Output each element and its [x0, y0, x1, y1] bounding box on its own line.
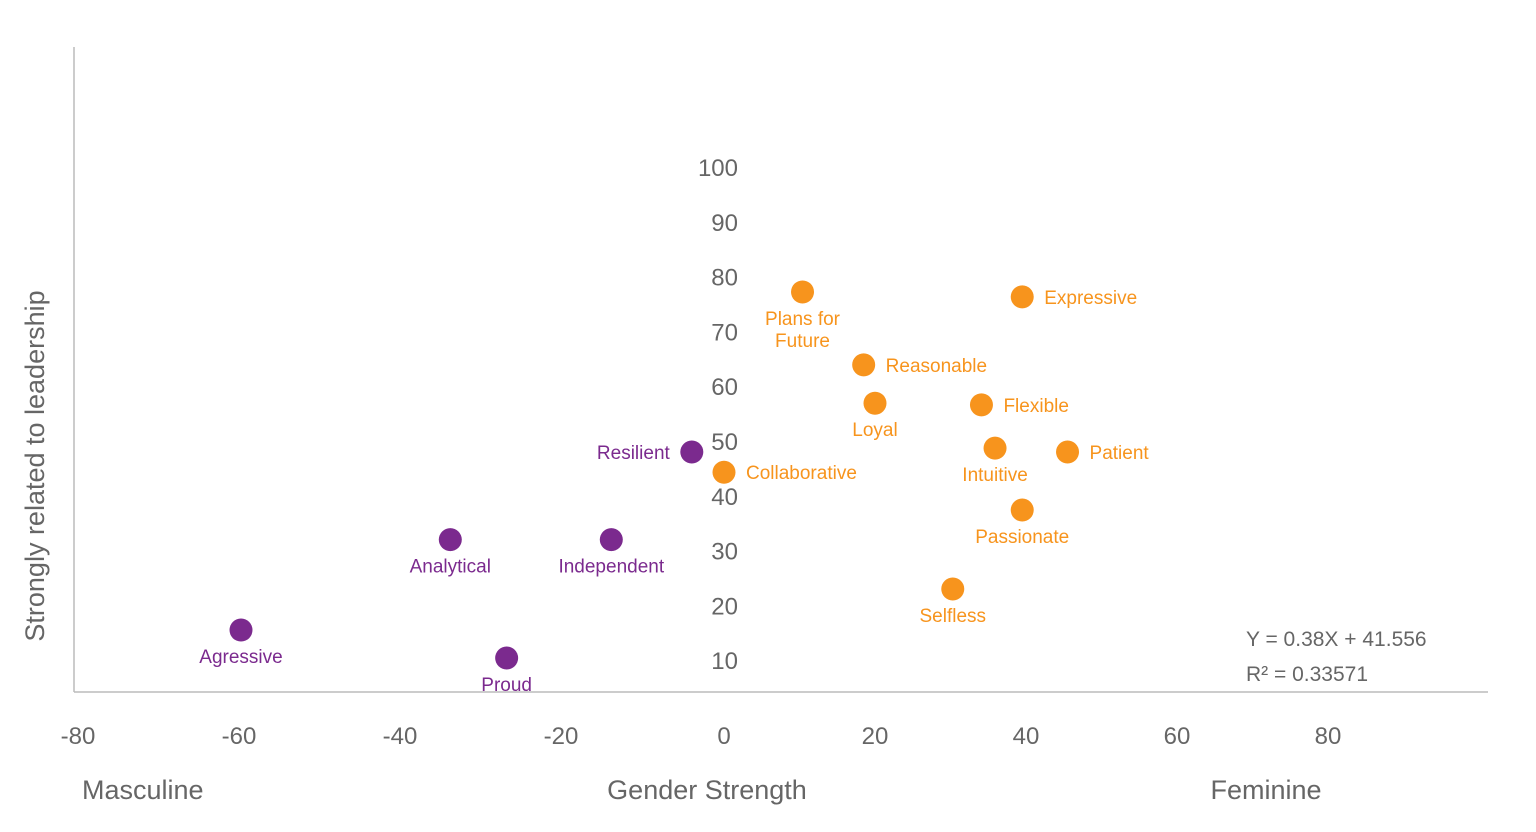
point-label: Patient: [1090, 443, 1150, 464]
data-point: Intuitive: [962, 436, 1028, 486]
y-tick-label: 20: [711, 593, 738, 620]
data-point: Analytical: [410, 528, 491, 578]
data-point: Plans for Future: [765, 280, 841, 352]
point-label: Reasonable: [886, 356, 987, 377]
x-tick-label: 60: [1164, 723, 1191, 750]
y-tick-label: 90: [711, 210, 738, 237]
data-point: Expressive: [1010, 285, 1137, 309]
x-tick-label: 0: [717, 723, 730, 750]
point-label: Flexible: [1003, 396, 1068, 417]
point-label: Analytical: [410, 557, 491, 578]
point-label: Passionate: [975, 527, 1069, 548]
point-marker: [852, 353, 876, 377]
y-axis-title: Strongly related to leadership: [20, 290, 50, 641]
point-marker: [495, 646, 519, 670]
point-marker: [791, 280, 815, 304]
point-label: Independent: [558, 557, 664, 578]
point-marker: [599, 528, 623, 552]
data-point: Selfless: [919, 577, 986, 627]
y-tick-label: 60: [711, 374, 738, 401]
point-label: Selfless: [919, 606, 986, 627]
x-tick-label: 40: [1013, 723, 1040, 750]
point-marker: [1010, 285, 1034, 309]
y-tick-labels: 10 20 30 40 50 60 70 80 90 100: [698, 155, 738, 675]
y-tick-label: 100: [698, 155, 738, 182]
data-point: Resilient: [597, 440, 704, 464]
point-marker: [969, 393, 993, 417]
x-tick-label: -60: [222, 723, 257, 750]
regression-equation: Y = 0.38X + 41.556: [1246, 628, 1427, 651]
point-marker: [1056, 440, 1080, 464]
y-tick-label: 30: [711, 539, 738, 566]
y-tick-label: 10: [711, 648, 738, 675]
r-squared: R² = 0.33571: [1246, 663, 1368, 686]
x-tick-label: -80: [61, 723, 96, 750]
x-axis-title: Gender Strength: [607, 775, 807, 805]
point-label: Plans for Future: [765, 309, 841, 352]
y-tick-label: 40: [711, 484, 738, 511]
point-marker: [941, 577, 965, 601]
data-point: Loyal: [852, 391, 898, 441]
x-tick-label: 80: [1315, 723, 1342, 750]
data-point: Proud: [481, 646, 532, 696]
point-label: Proud: [481, 675, 532, 696]
x-axis-left-label: Masculine: [82, 775, 204, 805]
x-tick-label: -20: [544, 723, 579, 750]
point-marker: [863, 391, 887, 415]
data-point: Agressive: [199, 618, 283, 668]
point-label: Expressive: [1044, 288, 1137, 309]
data-point: Reasonable: [852, 353, 987, 377]
point-label: Intuitive: [962, 465, 1027, 486]
y-tick-label: 80: [711, 265, 738, 292]
point-marker: [712, 460, 736, 484]
x-tick-label: -40: [383, 723, 418, 750]
point-label: Collaborative: [746, 463, 857, 484]
data-point: Flexible: [969, 393, 1069, 417]
point-marker: [438, 528, 462, 552]
point-marker: [1010, 498, 1034, 522]
data-point: Passionate: [975, 498, 1069, 548]
point-marker: [229, 618, 253, 642]
y-tick-label: 50: [711, 429, 738, 456]
point-label: Loyal: [852, 420, 897, 441]
point-label: Resilient: [597, 443, 671, 464]
x-axis-right-label: Feminine: [1210, 775, 1321, 805]
point-marker: [983, 436, 1007, 460]
x-tick-label: 20: [862, 723, 889, 750]
point-marker: [680, 440, 704, 464]
y-tick-label: 70: [711, 319, 738, 346]
point-label: Agressive: [199, 647, 282, 668]
x-tick-labels: -80 -60 -40 -20 0 20 40 60 80: [61, 723, 1342, 750]
data-point: Independent: [558, 528, 665, 578]
data-points: Agressive Proud Analytical Independent Resil…: [199, 280, 1149, 696]
data-point: Collaborative: [712, 460, 857, 484]
data-point: Patient: [1056, 440, 1149, 464]
